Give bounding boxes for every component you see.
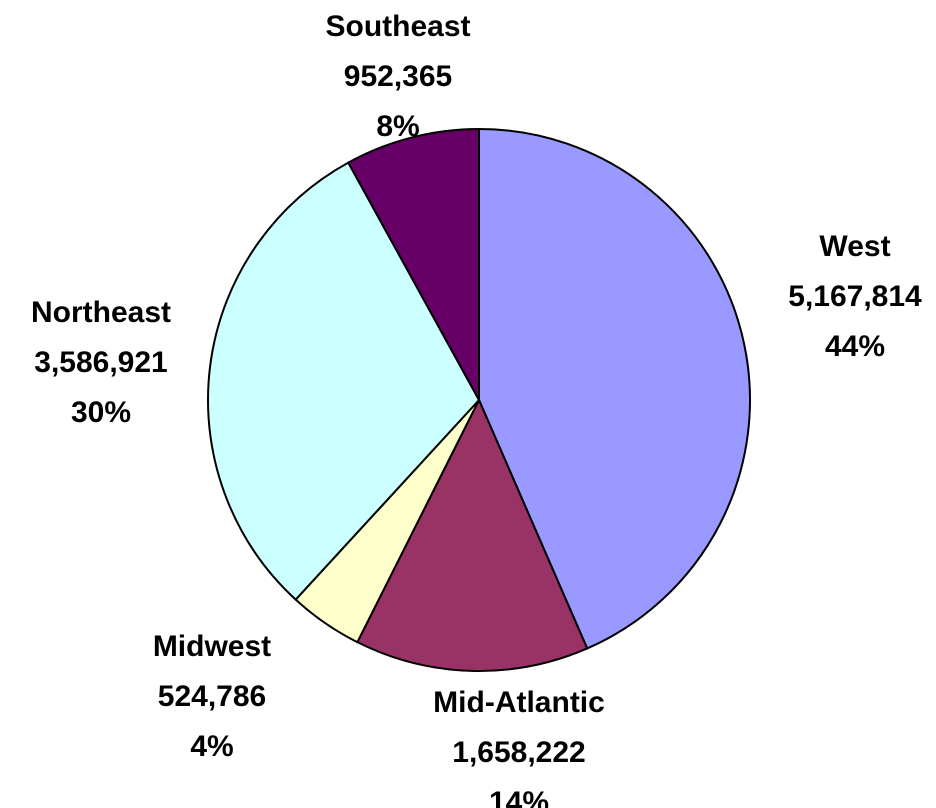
- label-southeast-name: Southeast: [325, 10, 470, 43]
- pie-slices: [207, 127, 751, 672]
- label-midwest-percent: 4%: [190, 730, 233, 763]
- label-southeast-value: 952,365: [344, 60, 452, 93]
- label-west-name: West: [819, 230, 890, 263]
- label-midwest-value: 524,786: [158, 680, 266, 713]
- pie-slice-mid-atlantic: [356, 397, 589, 672]
- pie-slice-northeast: [207, 161, 481, 602]
- label-southeast-percent: 8%: [376, 110, 419, 143]
- label-mid-atlantic-percent: 14%: [489, 786, 549, 808]
- label-west-value: 5,167,814: [788, 280, 922, 313]
- label-northeast-percent: 30%: [71, 396, 131, 429]
- label-mid-atlantic-name: Mid-Atlantic: [433, 686, 605, 719]
- label-mid-atlantic-value: 1,658,222: [452, 736, 585, 769]
- label-west-percent: 44%: [825, 330, 885, 363]
- pie-slice-west: [478, 127, 751, 650]
- label-northeast-name: Northeast: [31, 296, 171, 329]
- slice-labels: West 5,167,814 44% Mid-Atlantic 1,658,222 14%…: [31, 10, 922, 808]
- label-midwest-name: Midwest: [153, 630, 271, 663]
- pie-slice-southeast: [346, 127, 480, 401]
- label-northeast-value: 3,586,921: [34, 346, 167, 379]
